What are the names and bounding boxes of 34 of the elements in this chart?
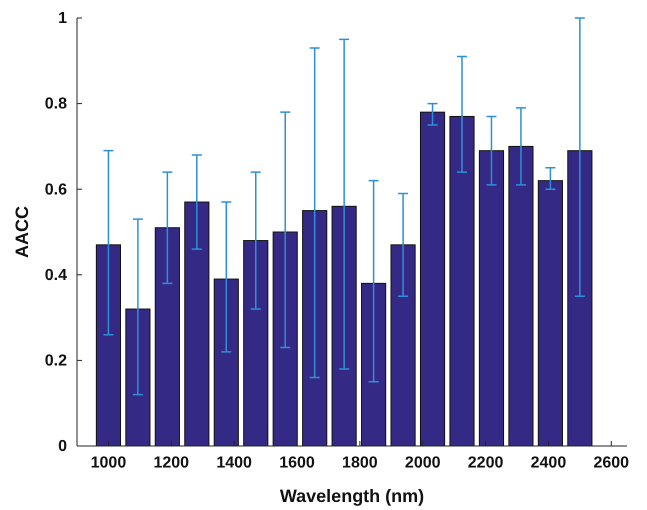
bar (184, 202, 210, 446)
bar (302, 210, 328, 446)
bar (96, 244, 122, 446)
x-tick-label: 1000 (90, 454, 126, 472)
bar (478, 150, 504, 446)
bar (332, 206, 357, 446)
y-tick-label: 0.8 (44, 96, 68, 113)
bar (508, 146, 534, 446)
bar (125, 308, 150, 446)
y-tick-label: 0.2 (44, 352, 68, 370)
x-tick-label: 1600 (279, 454, 315, 472)
bar (420, 112, 446, 446)
x-tick-label: 2000 (404, 454, 441, 472)
bar (214, 278, 239, 446)
bar (361, 282, 386, 446)
x-tick-label: 1400 (216, 454, 252, 472)
bar (154, 227, 180, 446)
x-tick-label: 2400 (530, 454, 566, 472)
bar (390, 244, 416, 446)
y-tick-label: 0.4 (44, 266, 68, 284)
x-tick-label: 1200 (153, 454, 190, 472)
bar (272, 232, 298, 446)
bar (243, 240, 268, 446)
y-tick-label: 0 (58, 438, 68, 456)
y-tick-label: 0.6 (44, 181, 68, 198)
x-tick-label: 2600 (593, 454, 630, 472)
x-tick-label: 1800 (342, 454, 378, 472)
y-axis-title: AACC (12, 206, 32, 258)
bar (449, 116, 475, 446)
x-tick-label: 2200 (468, 454, 504, 472)
x-axis-title: Wavelength (nm) (280, 486, 424, 506)
bar (538, 180, 563, 446)
y-tick-label: 1 (58, 10, 68, 28)
bar (567, 150, 592, 446)
